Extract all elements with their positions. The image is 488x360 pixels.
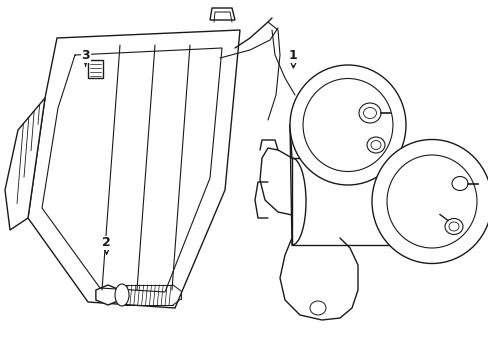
Ellipse shape — [386, 155, 476, 248]
Ellipse shape — [115, 284, 129, 306]
Ellipse shape — [444, 219, 462, 234]
Ellipse shape — [371, 139, 488, 264]
Polygon shape — [88, 60, 103, 78]
Ellipse shape — [309, 301, 325, 315]
Polygon shape — [209, 8, 235, 20]
Text: 2: 2 — [102, 237, 111, 254]
FancyBboxPatch shape — [291, 158, 431, 245]
Text: 3: 3 — [81, 49, 90, 66]
Ellipse shape — [370, 140, 380, 149]
Ellipse shape — [303, 78, 392, 171]
Polygon shape — [5, 98, 45, 230]
Ellipse shape — [289, 65, 405, 185]
Ellipse shape — [448, 222, 458, 231]
Polygon shape — [96, 285, 120, 305]
Ellipse shape — [451, 176, 467, 190]
Ellipse shape — [366, 137, 384, 153]
Polygon shape — [28, 30, 240, 308]
Ellipse shape — [358, 103, 380, 123]
Ellipse shape — [363, 108, 376, 118]
Text: 1: 1 — [288, 49, 297, 68]
